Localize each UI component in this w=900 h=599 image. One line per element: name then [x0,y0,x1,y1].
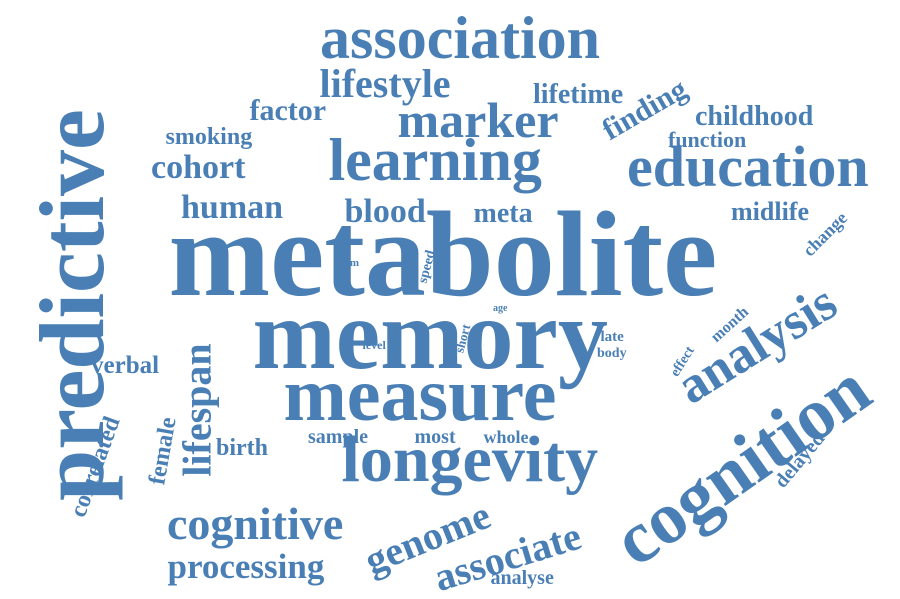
word-analyse: analyse [490,567,554,589]
word-sample: sample [308,426,368,448]
word-most: most [414,426,456,448]
word-memory: memory [252,279,608,390]
word-smoking: smoking [165,124,253,150]
word-blood: blood [344,193,426,230]
word-factor: factor [249,94,327,127]
word-education: education [627,134,869,199]
word-longevity: longevity [341,423,599,496]
word-function: function [668,127,747,152]
word-midlife: midlife [731,197,809,226]
word-body: body [597,346,627,361]
word-birth: birth [216,435,269,461]
word-cohort: cohort [151,149,246,186]
word-metabolite: metabolite [168,187,718,322]
word-childhood: childhood [695,101,814,132]
word-level: level [362,338,386,352]
word-lifespan: lifespan [174,343,220,477]
word-whole: whole [483,427,529,447]
word-human: human [181,189,284,226]
word-processing: processing [167,546,325,586]
word-cognitive: cognitive [167,498,344,549]
word-lifestyle: lifestyle [319,61,451,106]
word-verbal: verbal [91,351,160,379]
word-term: term [336,256,360,269]
word-late: late [600,328,624,345]
word-meta: meta [473,198,533,229]
word-measure: measure [283,353,557,437]
word-marker: marker [397,92,559,148]
word-association: association [320,5,601,71]
word-learning: learning [328,127,542,193]
word-age: age [493,303,508,314]
word-lifetime: lifetime [533,79,624,110]
